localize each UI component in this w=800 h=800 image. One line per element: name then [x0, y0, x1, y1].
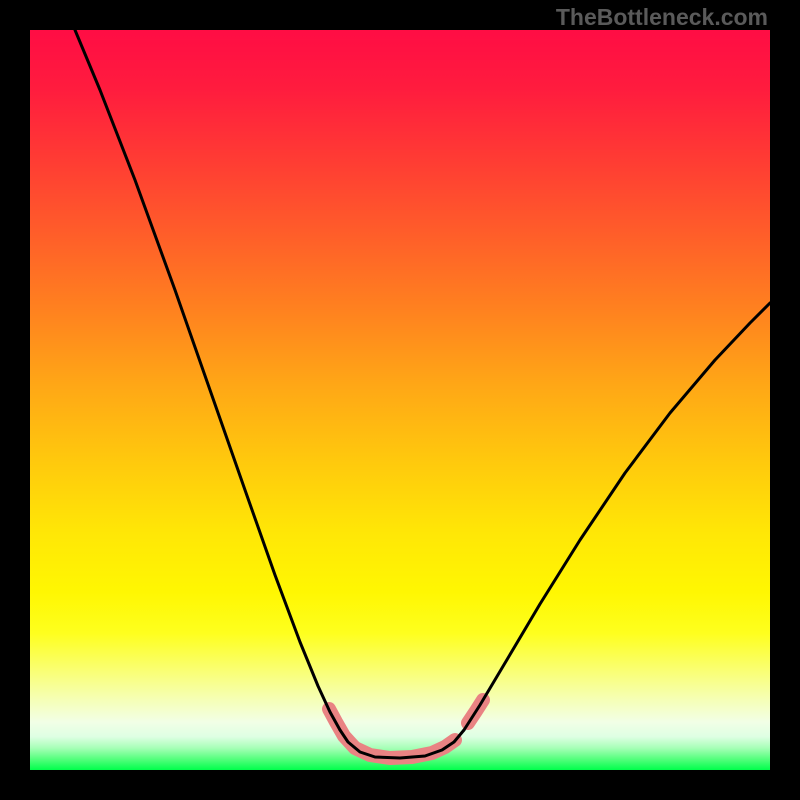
plot-area: [30, 30, 770, 770]
chart-frame: TheBottleneck.com: [0, 0, 800, 800]
curve-left: [75, 30, 340, 730]
curve-right: [464, 303, 770, 730]
curves-layer: [30, 30, 770, 770]
watermark-text: TheBottleneck.com: [556, 4, 768, 31]
